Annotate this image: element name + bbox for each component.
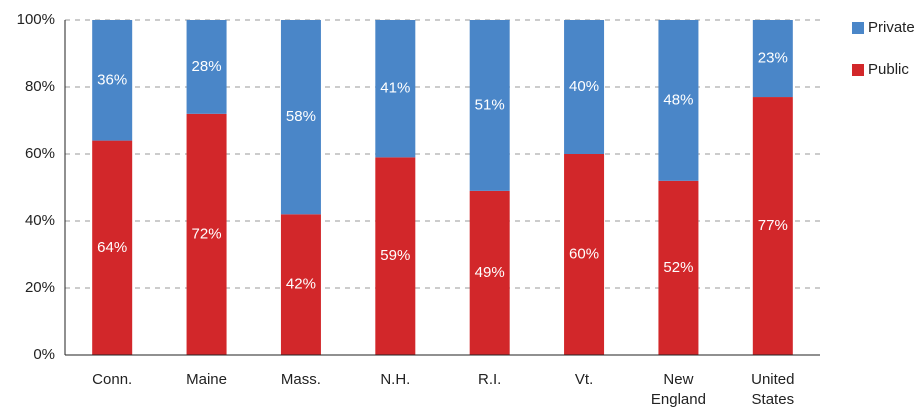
legend-label: Public — [868, 61, 909, 78]
value-label: 58% — [286, 108, 316, 125]
x-tick-label: United States — [751, 371, 794, 408]
y-tick-label: 100% — [17, 11, 55, 28]
bar-segment — [280, 20, 321, 215]
legend-swatch — [852, 64, 864, 76]
bar-segment — [469, 190, 510, 355]
value-label: 51% — [475, 96, 505, 113]
value-label: 52% — [663, 259, 693, 276]
bar-segment — [752, 97, 793, 356]
value-label: 40% — [569, 78, 599, 95]
x-tick-label: N.H. — [380, 371, 410, 388]
x-tick-label: Maine — [186, 371, 227, 388]
y-tick-label: 0% — [33, 346, 55, 363]
value-label: 48% — [663, 91, 693, 108]
value-label: 59% — [380, 247, 410, 264]
bar-segment — [658, 20, 699, 181]
value-label: 60% — [569, 245, 599, 262]
x-tick-label: Mass. — [281, 371, 321, 388]
value-label: 77% — [758, 217, 788, 234]
bar-segment — [564, 20, 605, 154]
bar-segment — [564, 154, 605, 355]
y-tick-label: 60% — [25, 145, 55, 162]
bar-segment — [186, 20, 227, 114]
y-tick-label: 20% — [25, 279, 55, 296]
x-tick-label: R.I. — [478, 371, 501, 388]
value-label: 23% — [758, 49, 788, 66]
value-label: 72% — [192, 225, 222, 242]
bar-segment — [92, 20, 133, 141]
bar-segment — [375, 20, 416, 158]
bar-segment — [92, 140, 133, 355]
value-label: 28% — [192, 58, 222, 75]
legend-swatch — [852, 22, 864, 34]
bar-segment — [280, 214, 321, 355]
x-tick-label: Vt. — [575, 371, 593, 388]
value-label: 41% — [380, 80, 410, 97]
y-tick-label: 40% — [25, 212, 55, 229]
bar-segment — [186, 113, 227, 355]
bar-segment — [469, 20, 510, 191]
bar-segment — [658, 180, 699, 355]
x-tick-label: Conn. — [92, 371, 132, 388]
value-label: 36% — [97, 71, 127, 88]
value-label: 49% — [475, 264, 505, 281]
legend-label: Private — [868, 19, 915, 36]
bar-segment — [752, 20, 793, 98]
bar-segment — [375, 157, 416, 355]
y-tick-label: 80% — [25, 78, 55, 95]
x-tick-label: New England — [651, 371, 706, 408]
value-label: 42% — [286, 276, 316, 293]
value-label: 64% — [97, 239, 127, 256]
